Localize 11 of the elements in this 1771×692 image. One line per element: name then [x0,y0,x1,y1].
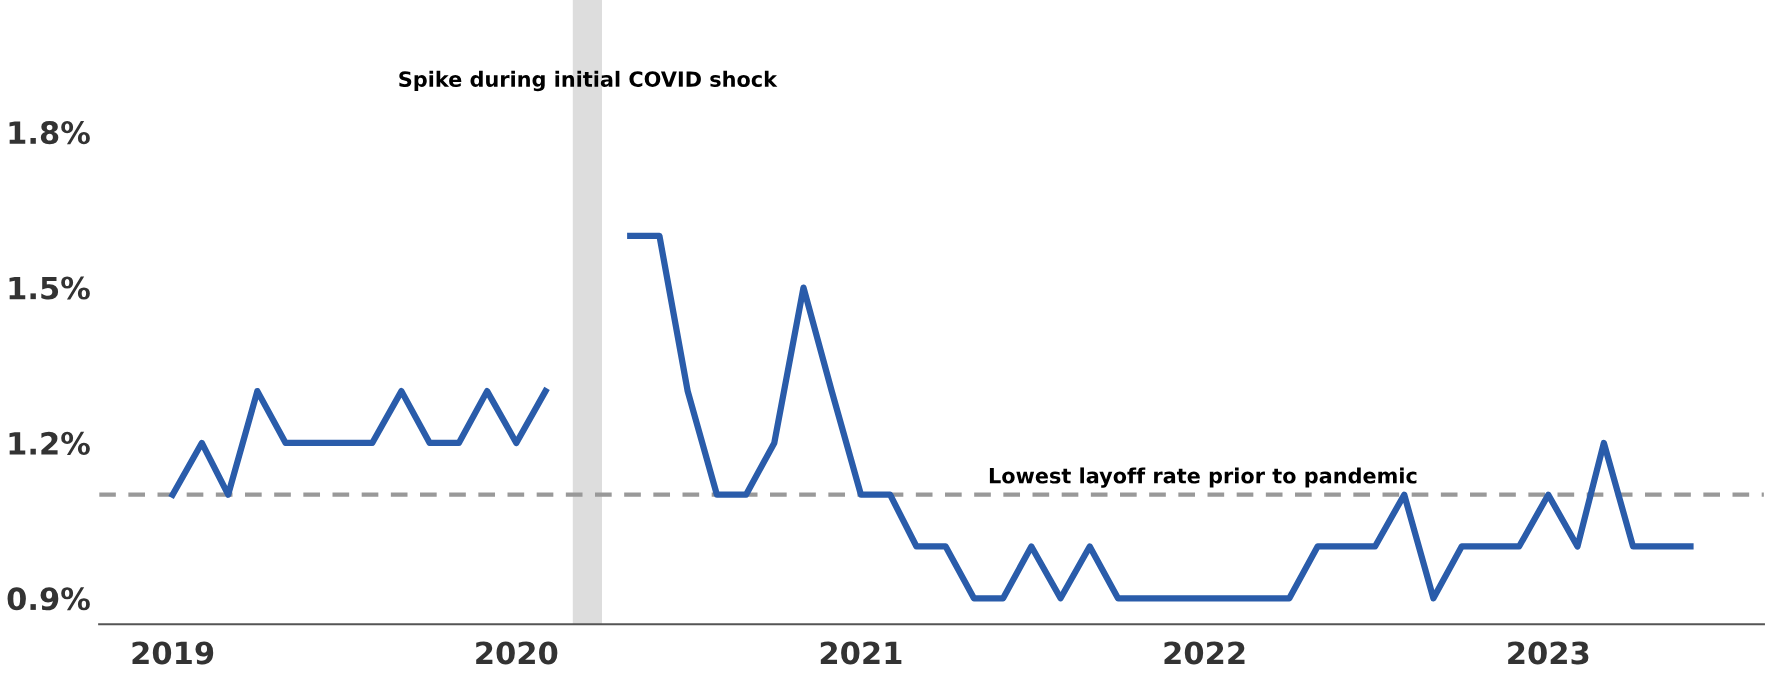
x-tick-label: 2021 [820,641,902,665]
ref-line-label: Lowest layoff rate prior to pandemic [989,467,1417,488]
x-tick-label: 2019 [132,641,214,665]
y-tick-label: 1.2% [9,431,90,455]
x-tick-label: 2020 [476,641,558,665]
y-tick-label: 0.9% [7,587,90,611]
y-tick-label: 1.8% [9,121,90,145]
x-tick-label: 2023 [1508,641,1589,665]
x-tick-label: 2022 [1164,641,1245,665]
y-tick-label: 1.5% [9,276,90,300]
band-label: Spike during initial COVID shock [399,70,778,92]
